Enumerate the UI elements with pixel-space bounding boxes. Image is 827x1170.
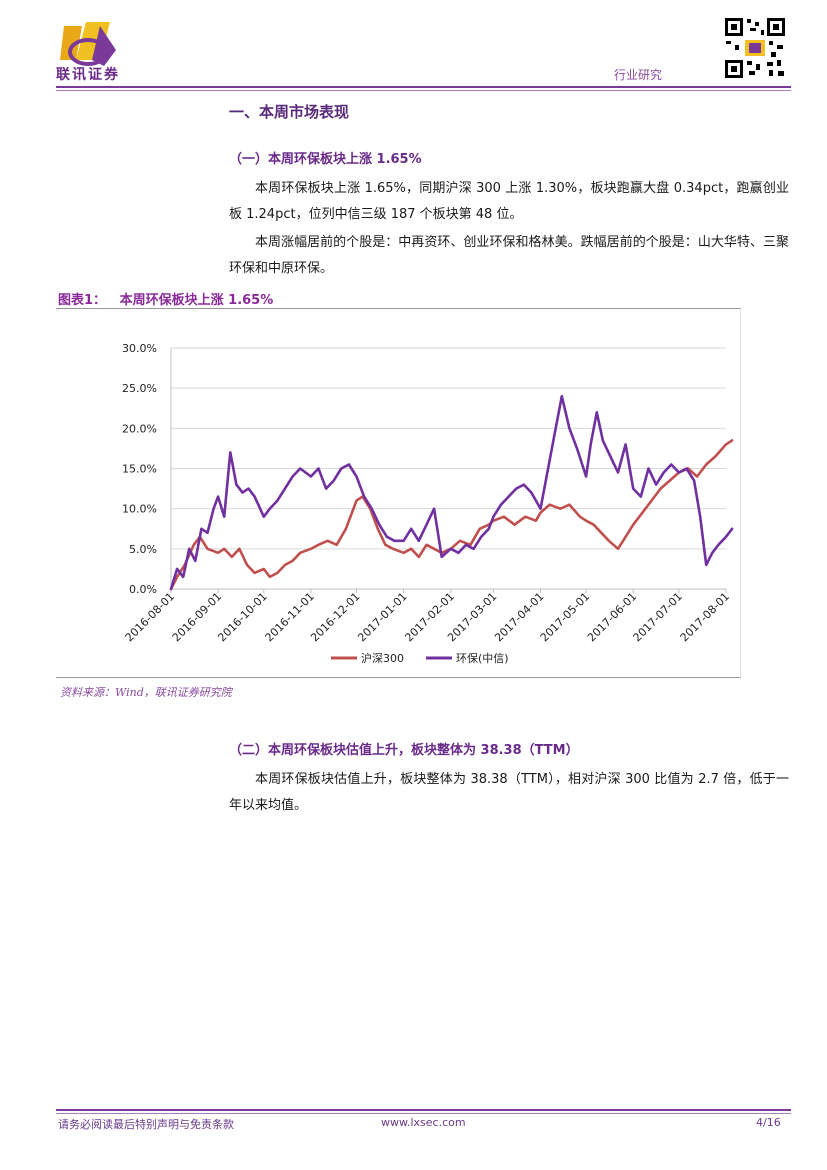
report-category: 行业研究 — [614, 68, 663, 82]
figure-title: 图表1： 本周环保板块上涨 1.65% — [58, 293, 274, 308]
y-tick-label: 30.0% — [122, 342, 157, 355]
qr-code-icon — [723, 16, 787, 80]
paragraph-stocks: 本周涨幅居前的个股是：中再资环、创业环保和格林美。跌幅居前的个股是：山大华特、三… — [229, 235, 789, 276]
paragraph-valuation: 本周环保板块估值上升，板块整体为 38.38（TTM），相对沪深 300 比值为… — [229, 772, 789, 813]
y-tick-label: 25.0% — [122, 382, 157, 395]
x-tick-label: 2017-07-01 — [631, 590, 685, 644]
line-chart: 0.0% 5.0% 10.0% 15.0% 20.0% 25.0% 30.0% 2016-0… — [122, 342, 734, 665]
y-tick-label: 10.0% — [122, 503, 157, 516]
paragraph-performance: 本周环保板块上涨 1.65%，同期沪深 300 上涨 1.30%，板块跑赢大盘 … — [229, 181, 789, 222]
footer-rule-thin — [56, 1113, 791, 1114]
section-title: 一、本周市场表现 — [229, 103, 350, 121]
x-tick-label: 2017-01-01 — [355, 590, 409, 644]
series-line-2 — [169, 394, 734, 591]
subsection-title-1: （一）本周环保板块上涨 1.65% — [229, 152, 422, 167]
header-rule-thin — [56, 90, 791, 91]
chart-x-axis: 2016-08-012016-09-012016-10-012016-11-01… — [123, 588, 732, 644]
x-tick-label: 2016-08-01 — [123, 590, 177, 644]
subsection-title-2: （二）本周环保板块估值上升，板块整体为 38.38（TTM） — [229, 743, 579, 758]
figure-source: 资料来源：Wind，联讯证券研究院 — [60, 686, 232, 699]
chart-series — [169, 394, 734, 591]
y-tick-label: 0.0% — [129, 583, 157, 596]
y-tick-label: 20.0% — [122, 422, 157, 435]
legend-label-1: 沪深300 — [361, 651, 404, 665]
x-tick-label: 2016-10-01 — [215, 590, 269, 644]
x-tick-label: 2017-05-01 — [538, 590, 592, 644]
legend-label-2: 环保(中信) — [456, 651, 509, 665]
footer-disclaimer[interactable]: 请务必阅读最后特别声明与免责条款 — [58, 1118, 234, 1131]
chart-gridlines — [171, 347, 726, 590]
y-tick-label: 15.0% — [122, 463, 157, 476]
footer-website[interactable]: www.lxsec.com — [381, 1116, 466, 1129]
company-logo — [60, 22, 116, 66]
footer-rule — [56, 1109, 791, 1111]
chart-y-axis: 0.0% 5.0% 10.0% 15.0% 20.0% 25.0% 30.0% — [122, 342, 172, 596]
header-rule — [56, 86, 791, 88]
series-line-1 — [169, 439, 734, 591]
y-tick-label: 5.0% — [129, 543, 157, 556]
x-tick-label: 2016-12-01 — [308, 590, 362, 644]
figure-frame — [56, 308, 741, 678]
company-name: 联讯证券 — [56, 67, 120, 83]
chart-legend: 沪深300 环保(中信) — [331, 651, 509, 665]
x-tick-label: 2017-08-01 — [678, 590, 732, 644]
footer-page-number: 4/16 — [756, 1116, 781, 1129]
